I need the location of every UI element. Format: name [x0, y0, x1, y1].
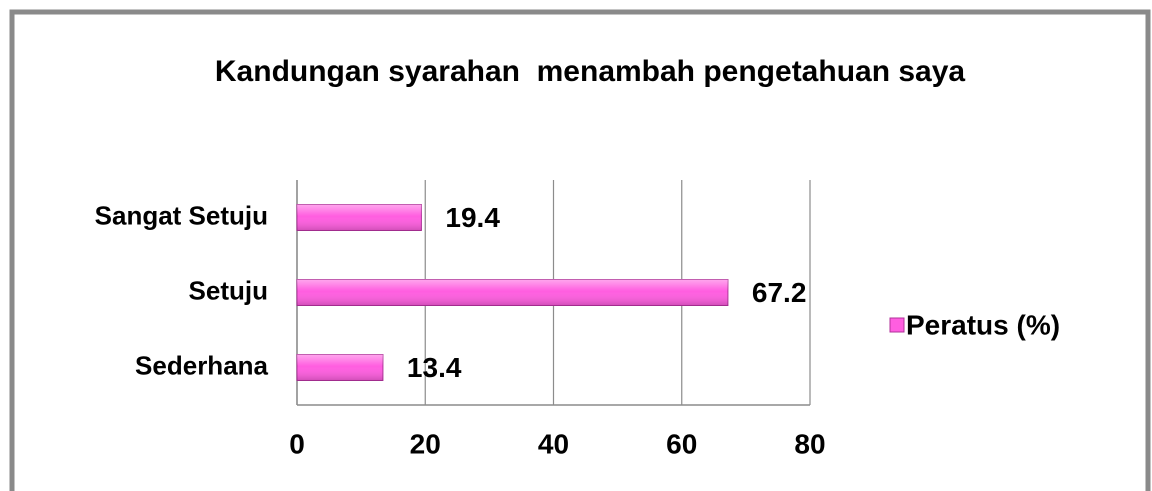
- bar: [296, 279, 729, 306]
- frame-border: [9, 9, 1151, 491]
- x-tick-label: 0: [289, 428, 305, 459]
- y-tick-label: Sederhana: [135, 350, 268, 380]
- legend-swatch: [889, 317, 905, 333]
- y-tick-label: Sangat Setuju: [95, 200, 268, 230]
- bar: [296, 204, 422, 231]
- data-label: 19.4: [445, 202, 500, 233]
- x-tick-label: 40: [538, 428, 569, 459]
- bar: [296, 354, 384, 381]
- y-tick-label: Setuju: [189, 275, 268, 305]
- x-tick-label: 80: [794, 428, 825, 459]
- x-tick-label: 20: [410, 428, 441, 459]
- chart-title: Kandungan syarahan menambah pengetahuan …: [214, 55, 966, 88]
- data-label: 13.4: [407, 352, 462, 383]
- legend-label: Peratus (%): [906, 309, 1060, 340]
- data-label: 67.2: [752, 277, 807, 308]
- x-tick-label: 60: [666, 428, 697, 459]
